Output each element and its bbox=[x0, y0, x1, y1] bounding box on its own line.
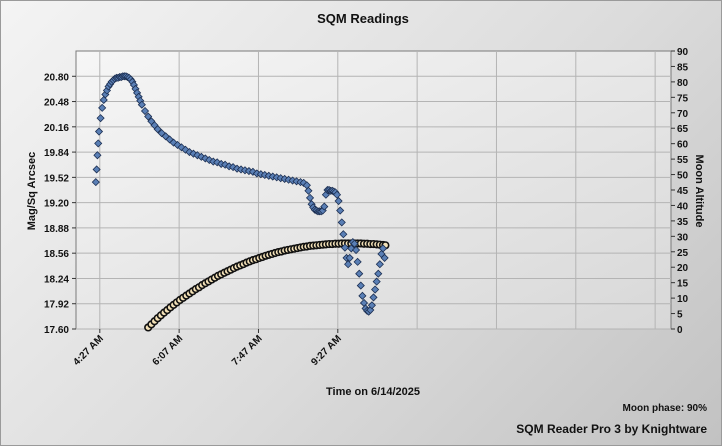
x-tick-label: 9:27 AM bbox=[309, 333, 344, 368]
sqm-reading-point bbox=[140, 106, 150, 116]
sqm-reading-point bbox=[153, 125, 162, 134]
y2-tick-label: 35 bbox=[677, 217, 689, 228]
sqm-reading-point bbox=[334, 196, 343, 206]
sqm-reading-point bbox=[351, 245, 361, 255]
y-tick-label: 18.88 bbox=[44, 224, 69, 235]
sqm-reading-point bbox=[337, 218, 346, 227]
y-tick-label: 19.84 bbox=[44, 148, 69, 159]
y-axis-label: Mag/Sq Arcsec bbox=[26, 152, 38, 230]
sqm-reading-point bbox=[332, 190, 342, 199]
sqm-reading-point bbox=[356, 281, 365, 290]
sqm-reading-point bbox=[91, 178, 100, 187]
y2-tick-label: 0 bbox=[677, 325, 683, 336]
sqm-reading-point bbox=[98, 103, 107, 112]
y2-tick-label: 10 bbox=[677, 294, 689, 305]
sqm-reading-point bbox=[380, 253, 389, 262]
y2-tick-label: 90 bbox=[677, 47, 689, 58]
sqm-reading-point bbox=[320, 202, 329, 211]
sqm-reading-point bbox=[144, 112, 153, 121]
y2-tick-label: 55 bbox=[677, 155, 689, 166]
y2-tick-label: 80 bbox=[677, 78, 689, 89]
y2-tick-label: 75 bbox=[677, 93, 689, 104]
y2-tick-label: 60 bbox=[677, 140, 689, 151]
sqm-reading-point bbox=[375, 260, 384, 269]
sqm-chart: 17.60 17.92 18.24 18.56 18.88 19.20 19.52 19.84… bbox=[26, 11, 705, 398]
sqm-reading-point bbox=[378, 244, 388, 253]
sqm-reading-point bbox=[371, 285, 380, 294]
y2-tick-label: 65 bbox=[677, 124, 689, 135]
sqm-readings-series bbox=[91, 72, 389, 316]
y2-tick-label: 25 bbox=[677, 248, 689, 259]
y2-tick-label: 70 bbox=[677, 109, 689, 120]
y-tick-label: 20.16 bbox=[44, 123, 69, 134]
sqm-reading-point bbox=[92, 165, 101, 174]
x-axis-label: Time on 6/14/2025 bbox=[326, 386, 420, 398]
sqm-reading-point bbox=[137, 100, 146, 109]
plot-area bbox=[75, 50, 672, 330]
y2-axis-label: Moon Altitude bbox=[693, 155, 705, 228]
x-tick-label: 7:47 AM bbox=[230, 333, 265, 368]
x-axis-ticks: 4:27 AM 6:07 AM 7:47 AM 9:27 AM bbox=[71, 329, 344, 368]
sqm-reading-point bbox=[367, 301, 376, 310]
y2-tick-label: 85 bbox=[677, 62, 689, 73]
sqm-reading-point bbox=[336, 206, 345, 215]
sqm-reading-point bbox=[350, 239, 359, 248]
sqm-reading-point bbox=[94, 139, 103, 148]
x-tick-label: 4:27 AM bbox=[71, 333, 106, 368]
y-tick-label: 20.80 bbox=[44, 72, 69, 83]
sqm-reading-point bbox=[344, 260, 353, 269]
sqm-reading-point bbox=[93, 151, 102, 160]
credit-label: SQM Reader Pro 3 by Knightware bbox=[516, 422, 707, 436]
y-tick-label: 18.24 bbox=[44, 274, 69, 285]
y2-tick-label: 20 bbox=[677, 263, 689, 274]
sqm-reading-point bbox=[372, 277, 381, 286]
y2-tick-label: 30 bbox=[677, 232, 689, 243]
y2-tick-label: 50 bbox=[677, 171, 689, 182]
y2-tick-label: 15 bbox=[677, 279, 689, 290]
sqm-reading-point bbox=[94, 127, 104, 136]
sqm-reading-point bbox=[339, 230, 348, 239]
y-axis-right-ticks: 0 5 10 15 20 25 30 35 40 45 50 55 60 65 70 75 80 85 90 bbox=[671, 47, 689, 336]
sqm-reading-point bbox=[374, 269, 383, 278]
moon-phase-label: Moon phase: 90% bbox=[622, 403, 707, 414]
sqm-reading-point bbox=[340, 243, 350, 252]
y2-tick-label: 45 bbox=[677, 186, 689, 197]
sqm-reading-point bbox=[304, 186, 313, 195]
sqm-reading-point bbox=[369, 293, 378, 302]
y-tick-label: 18.56 bbox=[44, 249, 69, 260]
y-tick-label: 19.52 bbox=[44, 173, 69, 184]
y-tick-label: 19.20 bbox=[44, 199, 69, 210]
y-tick-label: 20.48 bbox=[44, 98, 69, 109]
sqm-reading-point bbox=[345, 253, 354, 262]
y-tick-label: 17.60 bbox=[44, 325, 69, 336]
sqm-reading-point bbox=[353, 257, 362, 266]
sqm-reading-point bbox=[355, 269, 364, 278]
y2-tick-label: 40 bbox=[677, 201, 689, 212]
sqm-reading-point bbox=[305, 193, 315, 202]
sqm-reading-point bbox=[358, 291, 367, 300]
sqm-reading-point bbox=[96, 114, 105, 123]
y-axis-left-ticks: 17.60 17.92 18.24 18.56 18.88 19.20 19.52 19.84… bbox=[44, 72, 76, 336]
x-tick-label: 6:07 AM bbox=[151, 333, 186, 368]
y2-tick-label: 5 bbox=[677, 310, 683, 321]
chart-title: SQM Readings bbox=[317, 11, 409, 26]
y-tick-label: 17.92 bbox=[44, 300, 69, 311]
